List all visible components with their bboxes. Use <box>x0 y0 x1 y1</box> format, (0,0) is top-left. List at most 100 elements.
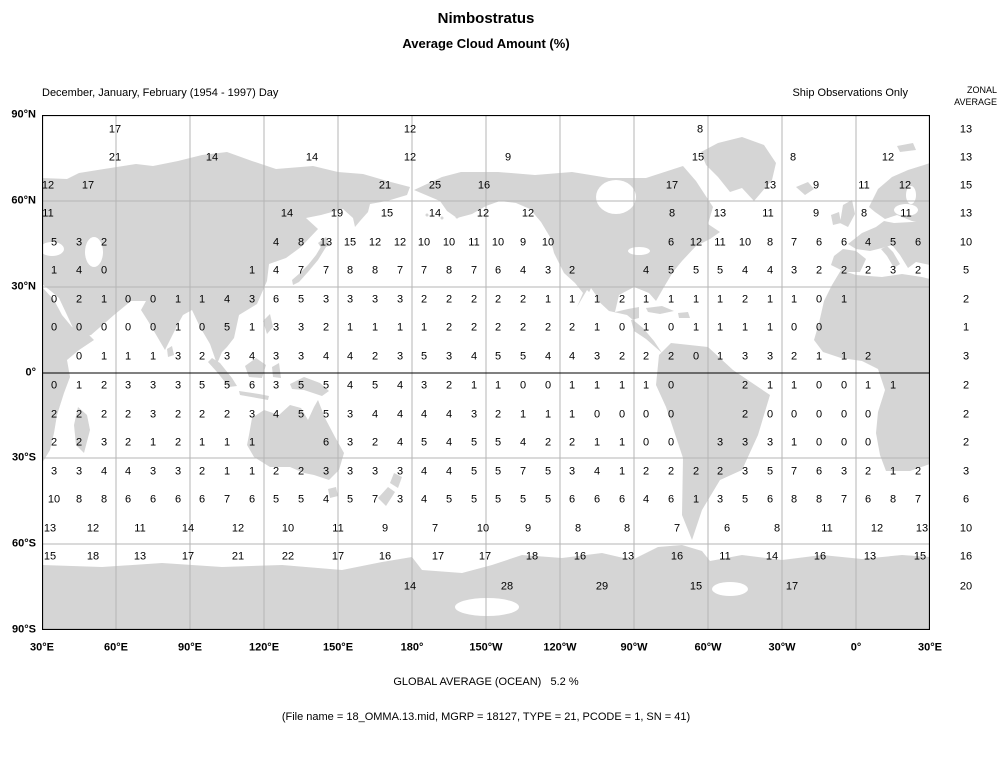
grid-value: 4 <box>346 379 354 392</box>
grid-value: 2 <box>741 293 749 306</box>
grid-value: 2 <box>445 293 453 306</box>
grid-value: 1 <box>568 408 576 421</box>
x-axis-label: 30°W <box>768 641 796 654</box>
grid-value: 4 <box>100 465 108 478</box>
grid-value: 7 <box>673 522 681 535</box>
grid-value: 2 <box>544 321 552 334</box>
grid-value: 2 <box>371 350 379 363</box>
grid-value: 2 <box>50 436 58 449</box>
grid-value: 4 <box>248 350 256 363</box>
grid-value: 1 <box>766 293 774 306</box>
grid-value: 9 <box>812 207 820 220</box>
grid-value: 0 <box>124 321 132 334</box>
grid-value: 5 <box>470 465 478 478</box>
grid-value: 2 <box>864 465 872 478</box>
zonal-average-value: 15 <box>959 179 973 192</box>
grid-value: 12 <box>898 179 912 192</box>
y-axis-label: 30°N <box>11 280 36 293</box>
landmass-sri-lanka <box>167 346 174 357</box>
baltic-sea <box>894 204 918 216</box>
grid-value: 11 <box>719 550 731 563</box>
grid-value: 1 <box>568 293 576 306</box>
grid-value: 12 <box>476 207 490 220</box>
landmass-australia <box>247 400 344 480</box>
grid-value: 3 <box>741 465 749 478</box>
grid-value: 2 <box>494 293 502 306</box>
x-axis-label: 60°E <box>104 641 128 654</box>
grid-value: 1 <box>248 436 256 449</box>
landmass-europe <box>848 221 930 268</box>
grid-value: 6 <box>667 493 675 506</box>
grid-value: 15 <box>43 550 57 563</box>
grid-value: 16 <box>477 179 491 192</box>
grid-value: 5 <box>519 493 527 506</box>
landmass-south-america <box>656 343 770 540</box>
grid-value: 1 <box>50 264 58 277</box>
grid-value: 17 <box>431 550 445 563</box>
grid-value: 5 <box>716 264 724 277</box>
grid-value: 4 <box>75 264 83 277</box>
grid-value: 0 <box>667 379 675 392</box>
zonal-average-value: 2 <box>962 293 970 306</box>
grid-value: 0 <box>50 321 58 334</box>
grid-value: 2 <box>741 379 749 392</box>
grid-value: 3 <box>272 321 280 334</box>
grid-value: 2 <box>322 321 330 334</box>
x-axis-label: 150°W <box>469 641 503 654</box>
grid-value: 1 <box>75 379 83 392</box>
source-label: Ship Observations Only <box>792 87 908 99</box>
grid-value: 14 <box>428 207 442 220</box>
grid-value: 5 <box>692 264 700 277</box>
grid-value: 10 <box>281 522 295 535</box>
grid-value: 3 <box>396 493 404 506</box>
grid-value: 17 <box>81 179 95 192</box>
grid-value: 9 <box>504 151 512 164</box>
grid-value: 2 <box>544 436 552 449</box>
grid-value: 4 <box>445 465 453 478</box>
grid-value: 0 <box>766 408 774 421</box>
grid-value: 3 <box>741 436 749 449</box>
grid-value: 1 <box>618 379 626 392</box>
grid-value: 4 <box>396 408 404 421</box>
grid-value: 8 <box>100 493 108 506</box>
zonal-average-value: 3 <box>962 350 970 363</box>
grid-value: 4 <box>322 493 330 506</box>
x-axis-label: 150°E <box>322 641 354 654</box>
grid-value: 8 <box>815 493 823 506</box>
grid-value: 4 <box>568 350 576 363</box>
grid-value: 9 <box>524 522 532 535</box>
grid-value: 4 <box>420 408 428 421</box>
landmass-svalbard <box>897 143 916 152</box>
grid-value: 2 <box>470 293 478 306</box>
grid-value: 8 <box>668 207 676 220</box>
grid-value: 13 <box>863 550 877 563</box>
landmass-nw-africa <box>814 270 930 471</box>
landmass-new-zealand-north <box>390 473 402 488</box>
grid-value: 0 <box>815 293 823 306</box>
grid-value: 4 <box>223 293 231 306</box>
y-axis-label: 60°N <box>11 194 36 207</box>
grid-value: 2 <box>914 465 922 478</box>
y-axis-label: 60°S <box>12 537 36 550</box>
grid-value: 10 <box>417 236 431 249</box>
grid-value: 3 <box>346 293 354 306</box>
grid-value: 3 <box>272 350 280 363</box>
grid-value: 12 <box>393 236 407 249</box>
grid-value: 1 <box>741 321 749 334</box>
period-label: December, January, February (1954 - 1997… <box>42 87 279 99</box>
grid-value: 5 <box>544 493 552 506</box>
grid-value: 1 <box>889 465 897 478</box>
zonal-average-value: 6 <box>962 493 970 506</box>
grid-value: 14 <box>305 151 319 164</box>
grid-value: 18 <box>525 550 539 563</box>
hudson-bay <box>596 180 636 214</box>
grid-value: 2 <box>50 408 58 421</box>
grid-value: 0 <box>840 379 848 392</box>
grid-value: 2 <box>198 408 206 421</box>
grid-value: 5 <box>741 493 749 506</box>
grid-value: 2 <box>618 293 626 306</box>
grid-value: 5 <box>544 465 552 478</box>
zonal-average-value: 20 <box>959 580 973 593</box>
grid-value: 2 <box>198 350 206 363</box>
zonal-average-value: 13 <box>959 123 973 136</box>
